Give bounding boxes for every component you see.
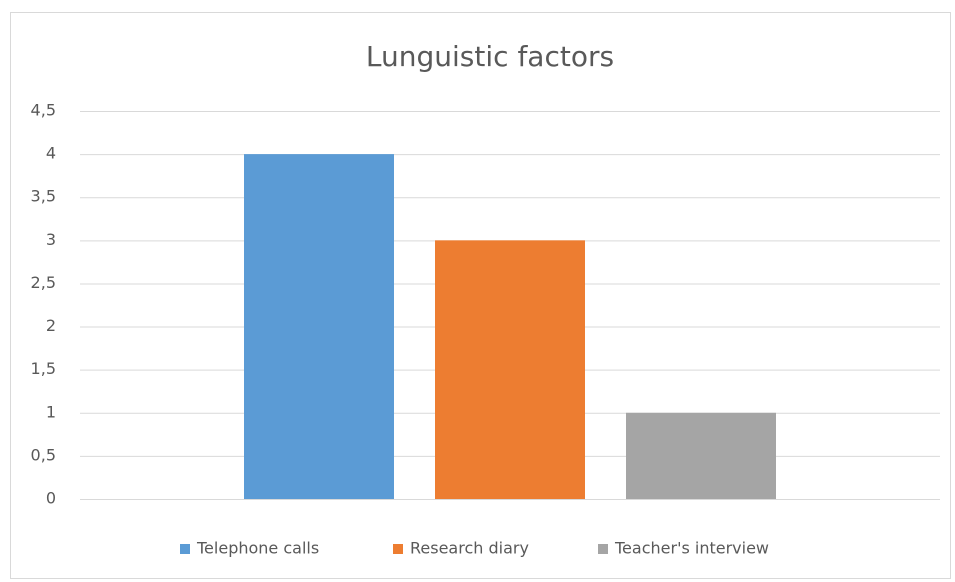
y-tick-label: 3	[46, 230, 56, 249]
y-tick-label: 2,5	[31, 273, 56, 292]
chart-title: Lunguistic factors	[366, 40, 614, 73]
y-tick-label: 4,5	[31, 101, 56, 120]
y-tick-label: 3,5	[31, 187, 56, 206]
bar	[626, 412, 776, 499]
legend-swatch	[598, 544, 608, 554]
legend-label: Teacher's interview	[614, 539, 769, 558]
legend-label: Telephone calls	[196, 539, 319, 558]
y-tick-label: 0,5	[31, 445, 56, 464]
bar	[244, 154, 394, 499]
legend-label: Research diary	[410, 539, 529, 558]
legend-swatch	[180, 544, 190, 554]
y-tick-label: 2	[46, 316, 56, 335]
bar	[435, 240, 585, 500]
y-tick-label: 1	[46, 402, 56, 421]
legend-swatch	[393, 544, 403, 554]
y-tick-label: 1,5	[31, 359, 56, 378]
y-tick-label: 0	[46, 489, 56, 508]
y-tick-label: 4	[46, 144, 56, 163]
